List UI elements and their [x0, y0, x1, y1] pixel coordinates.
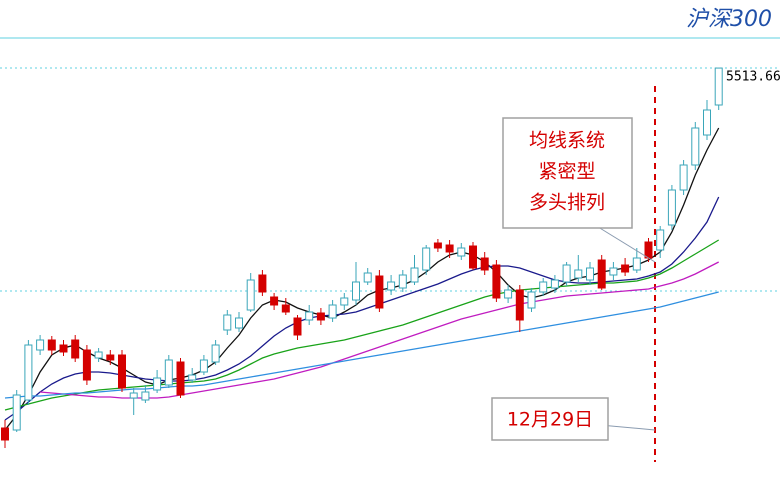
- candle-body: [270, 296, 279, 306]
- candle-body: [609, 267, 618, 276]
- candle-body: [527, 291, 536, 309]
- candle-body: [246, 279, 255, 311]
- moving-average-line: [4, 239, 720, 411]
- candle-body: [387, 281, 396, 291]
- candle-body: [469, 245, 477, 269]
- candle-body: [574, 269, 583, 279]
- candle-body: [164, 359, 173, 386]
- candle-body: [1, 427, 9, 441]
- candle-body: [188, 374, 197, 381]
- candle-body: [36, 339, 45, 351]
- candle-body: [586, 267, 594, 281]
- candle-body: [258, 274, 267, 293]
- candle-body: [293, 317, 302, 336]
- candle-body: [12, 394, 21, 431]
- candle-body: [375, 275, 384, 309]
- candle-body: [223, 314, 232, 331]
- candle-body: [71, 339, 80, 359]
- candle-body: [714, 67, 723, 106]
- callout-text: 均线系统: [529, 130, 605, 152]
- candle-body: [457, 247, 466, 257]
- candle-body: [153, 377, 162, 391]
- candle-body: [492, 264, 501, 299]
- candle-body: [199, 359, 208, 373]
- plot: [1, 67, 723, 448]
- candle-body: [422, 247, 431, 271]
- callout-box: [502, 117, 633, 229]
- candle-body: [129, 392, 138, 399]
- moving-average-line: [4, 196, 720, 421]
- candle-body: [118, 354, 126, 389]
- candle-body: [656, 229, 665, 251]
- candle-body: [328, 304, 337, 319]
- price-label: 5513.66: [726, 70, 780, 85]
- chart-title: 沪深300: [686, 7, 772, 32]
- candle-body: [597, 259, 606, 289]
- candle-body: [562, 264, 571, 283]
- candle-body: [550, 279, 559, 289]
- callout-box: [491, 397, 609, 441]
- candle-body: [644, 241, 653, 259]
- candle-body: [632, 257, 641, 271]
- candle-body: [621, 264, 630, 273]
- candle-body: [106, 354, 115, 361]
- candle-body: [94, 351, 103, 359]
- candle-body: [305, 311, 314, 321]
- moving-average-line: [4, 291, 719, 399]
- candle-body: [679, 164, 688, 191]
- candle-body: [667, 189, 676, 226]
- candle-body: [363, 272, 372, 283]
- candle-body: [398, 274, 407, 289]
- candle-body: [211, 344, 220, 363]
- candle-body: [515, 289, 524, 321]
- candle-body: [82, 349, 91, 381]
- candle-body: [141, 391, 150, 401]
- candle-body: [316, 312, 325, 321]
- candle-body: [340, 297, 349, 306]
- candle-body: [433, 242, 442, 249]
- candle-body: [539, 281, 548, 293]
- candle-body: [410, 267, 419, 283]
- callout-text: 多头排列: [529, 192, 605, 214]
- callout-text: 紧密型: [538, 161, 595, 183]
- candle-body: [352, 281, 360, 301]
- candle-body: [480, 257, 489, 271]
- candle-body: [47, 339, 56, 351]
- candle-body: [445, 244, 454, 253]
- candle-body: [691, 127, 700, 166]
- candle-body: [176, 361, 185, 396]
- callout-text: 12月29日: [507, 409, 593, 431]
- callout-pointer: [599, 424, 656, 431]
- candle-body: [24, 344, 33, 401]
- candle-body: [235, 317, 243, 329]
- candle-body: [281, 304, 290, 313]
- candle-body: [703, 109, 711, 136]
- candle-body: [504, 289, 513, 299]
- moving-average-line: [40, 261, 719, 399]
- candle-body: [59, 344, 68, 353]
